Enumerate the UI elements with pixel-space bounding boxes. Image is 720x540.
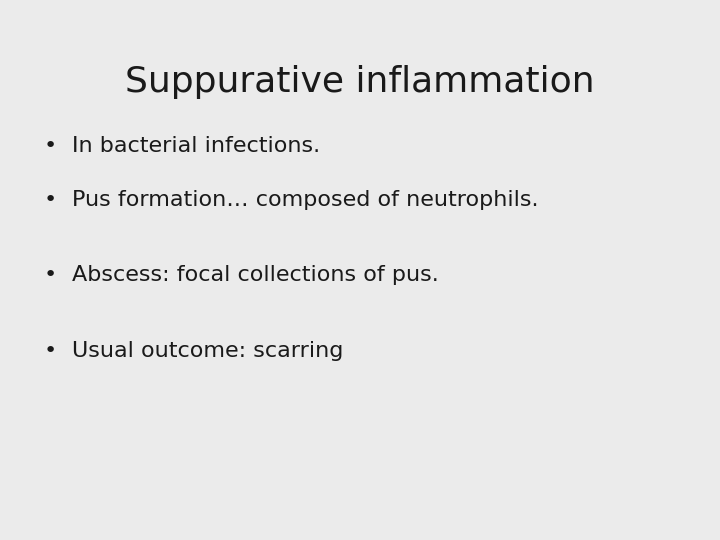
Text: Suppurative inflammation: Suppurative inflammation <box>125 65 595 99</box>
Text: •: • <box>44 265 57 286</box>
Text: Usual outcome: scarring: Usual outcome: scarring <box>72 341 343 361</box>
Text: •: • <box>44 190 57 210</box>
Text: Pus formation… composed of neutrophils.: Pus formation… composed of neutrophils. <box>72 190 539 210</box>
Text: Abscess: focal collections of pus.: Abscess: focal collections of pus. <box>72 265 438 286</box>
Text: In bacterial infections.: In bacterial infections. <box>72 136 320 156</box>
Text: •: • <box>44 341 57 361</box>
Text: •: • <box>44 136 57 156</box>
